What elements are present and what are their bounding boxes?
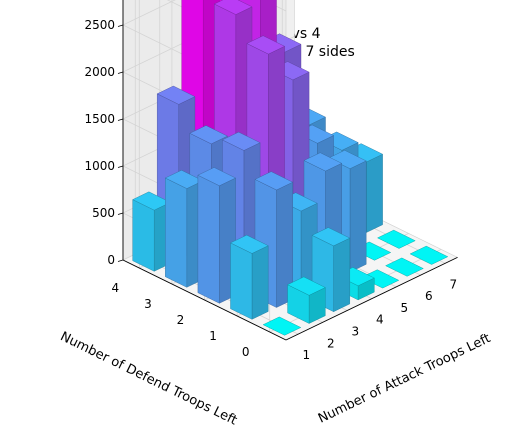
- y-tick-label: 2: [177, 313, 185, 327]
- bar-x7-y1: [377, 229, 416, 249]
- bar-top-face: [287, 276, 326, 296]
- bar-x6-y0: [385, 257, 424, 277]
- bar-x2-y0: [287, 276, 326, 324]
- bar-front-face: [366, 153, 383, 233]
- y-tick-label: 3: [144, 297, 152, 311]
- bar-side-face: [165, 177, 188, 288]
- bar-top-face: [189, 125, 228, 145]
- bar-top-face: [230, 234, 269, 254]
- bar-x1-y3: [164, 169, 204, 288]
- z-tick-label: 2500: [84, 18, 115, 32]
- x-tick-label: 4: [376, 313, 384, 327]
- bar-x1-y4: [132, 191, 171, 272]
- bar-top-face: [262, 316, 302, 336]
- axis-lines: [122, 0, 458, 341]
- z-tick-label: 0: [107, 253, 115, 267]
- y-axis-line: [122, 259, 287, 341]
- z-tick-mark: [117, 259, 124, 262]
- bar-side-face: [230, 242, 253, 320]
- bar-top-face: [213, 0, 253, 15]
- bar-top-face: [311, 227, 351, 247]
- y-tick-label: 4: [111, 281, 119, 295]
- z-tick-label: 1000: [84, 159, 115, 173]
- z-tick-label: 500: [92, 206, 115, 220]
- bar-top-face: [246, 35, 286, 55]
- bar-top-face: [156, 85, 196, 105]
- x-tick-label: 1: [302, 348, 310, 362]
- bar-top-face: [254, 171, 294, 191]
- x-axis-label: Number of Attack Troops Left: [316, 331, 493, 427]
- bar-top-face: [377, 229, 416, 249]
- bars-group: [132, 0, 449, 336]
- bar-top-face: [409, 245, 449, 265]
- x-tick-label: 5: [400, 301, 408, 315]
- y-tick-label: 0: [242, 345, 250, 359]
- bar-top-face: [132, 191, 171, 211]
- x-tick-label: 2: [327, 336, 335, 350]
- bar-top-face: [385, 257, 424, 277]
- bar-front-face: [333, 237, 350, 313]
- bar-front-face: [349, 160, 367, 273]
- x-tick-label: 6: [425, 289, 433, 303]
- x-axis-line: [285, 256, 458, 341]
- z-tick-mark: [117, 71, 124, 74]
- bar-x7-y0: [409, 245, 449, 265]
- bar-top-face: [164, 169, 204, 189]
- z-tick-mark: [117, 165, 124, 168]
- z-tick-mark: [117, 118, 124, 121]
- z-tick-label: 1500: [84, 112, 115, 126]
- bar-x1-y0: [262, 316, 302, 336]
- bar-side-face: [197, 174, 220, 304]
- tick-labels: 1234567012340500100015002000250030003500: [84, 18, 457, 362]
- z-tick-mark: [117, 212, 124, 215]
- bar-front-face: [251, 245, 269, 320]
- bar-x1-y1: [230, 234, 269, 320]
- z-tick-mark: [117, 24, 124, 27]
- bar-x1-y2: [197, 167, 237, 304]
- x-tick-label: 7: [449, 277, 457, 291]
- y-axis-label: Number of Defend Troops Left: [58, 329, 240, 428]
- bar-top-face: [221, 131, 261, 151]
- x-tick-label: 3: [351, 325, 359, 339]
- y-tick-label: 1: [209, 329, 217, 343]
- bar-side-face: [132, 199, 155, 272]
- bar-x3-y0: [311, 227, 351, 313]
- z-tick-label: 2000: [84, 65, 115, 79]
- bar-top-face: [303, 152, 343, 172]
- bar-top-face: [197, 167, 237, 187]
